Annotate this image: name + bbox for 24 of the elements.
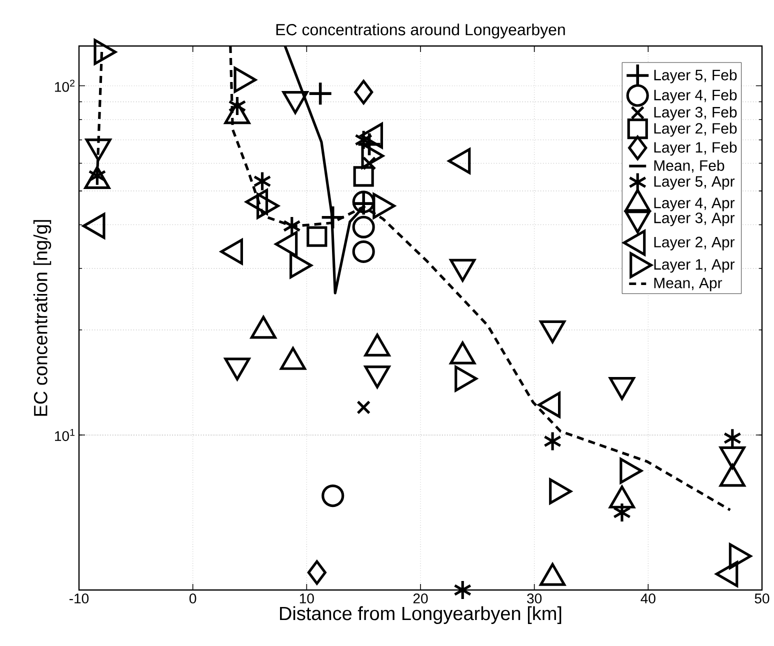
legend-label: Layer 2, Apr bbox=[654, 236, 735, 250]
y-axis-title: EC concentration [ng/g] bbox=[33, 220, 52, 416]
x-tick-label: 30 bbox=[527, 594, 542, 604]
legend-label: Mean, Feb bbox=[654, 160, 724, 173]
legend-label: Layer 3, Apr bbox=[654, 212, 735, 226]
legend-label: Layer 1, Apr bbox=[654, 259, 735, 273]
legend-label: Layer 3, Feb bbox=[654, 106, 737, 120]
x-tick-label: 40 bbox=[640, 594, 656, 604]
x-tick-label: 50 bbox=[754, 594, 770, 604]
x-tick-label: 10 bbox=[300, 594, 314, 604]
x-tick-label: -10 bbox=[70, 594, 89, 604]
chart-title: EC concentrations around Longyearbyen bbox=[276, 24, 565, 38]
legend-label: Mean, Apr bbox=[654, 278, 722, 292]
legend-label: Layer 5, Apr bbox=[654, 176, 735, 190]
legend-label: Layer 1, Feb bbox=[654, 142, 737, 156]
legend-label: Layer 2, Feb bbox=[654, 122, 737, 137]
x-tick-label: 0 bbox=[189, 594, 196, 604]
legend-label: Layer 4, Apr bbox=[654, 198, 735, 212]
x-tick-label: 20 bbox=[413, 594, 428, 604]
legend-label: Layer 5, Feb bbox=[654, 69, 737, 84]
x-axis-title: Distance from Longyearbyen [km] bbox=[280, 606, 562, 624]
y-tick-label: 10$^{2}$ bbox=[55, 80, 74, 92]
y-tick-label: 10$^{1}$ bbox=[55, 428, 74, 442]
legend-label: Layer 4, Feb bbox=[654, 89, 737, 104]
